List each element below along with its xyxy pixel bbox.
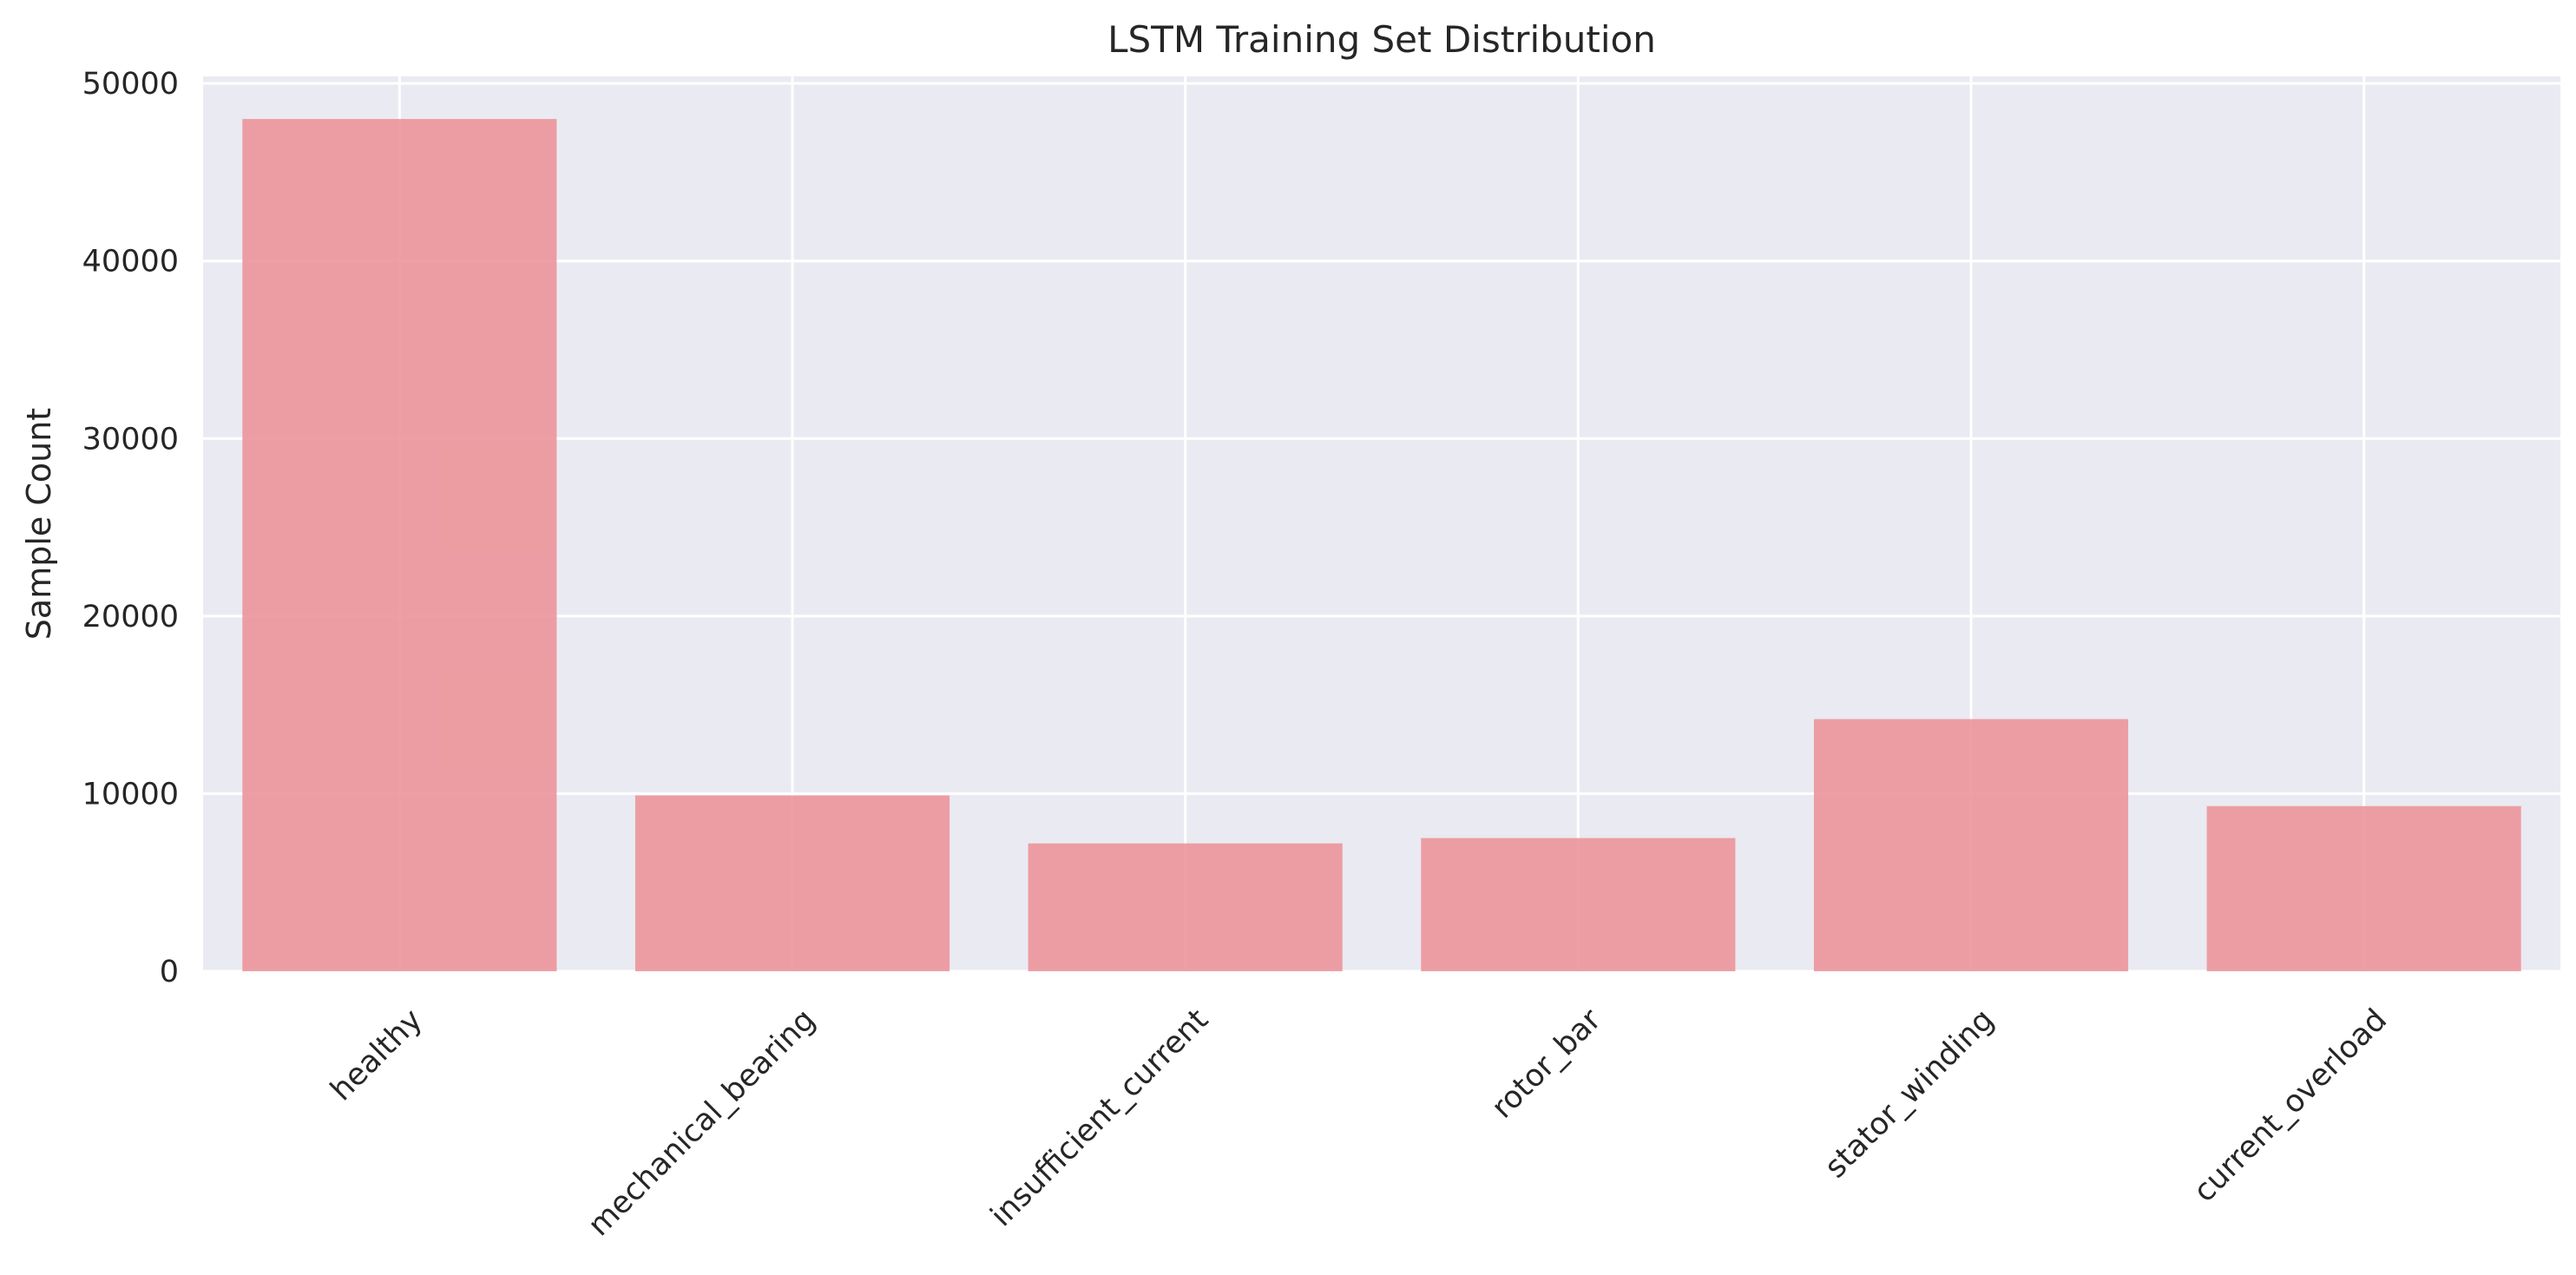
x-tick-label: stator_winding [1818, 1002, 2001, 1185]
y-tick-label: 10000 [82, 777, 179, 812]
x-tick-label: current_overload [2187, 1002, 2394, 1209]
bar-stator-winding [1813, 719, 2129, 971]
y-tick-label: 20000 [82, 600, 179, 634]
x-tick-label: healthy [324, 1002, 429, 1107]
y-tick-labels: 0 10000 20000 30000 40000 50000 [82, 67, 179, 989]
bar-current-overload [2206, 805, 2521, 971]
x-tick-label: mechanical_bearing [582, 1002, 822, 1243]
x-tick-labels: healthy mechanical_bearing insufficient_cu… [324, 1002, 2394, 1244]
y-gridlines [203, 82, 2560, 973]
y-tick-label: 30000 [82, 422, 179, 457]
bar-healthy [242, 119, 557, 972]
y-axis-label: Sample Count [20, 408, 58, 640]
x-tick-label: insufficient_current [984, 1002, 1215, 1233]
bar-insufficient-current [1028, 843, 1343, 971]
y-tick-label: 40000 [82, 245, 179, 279]
bars [242, 119, 2521, 972]
bar-rotor-bar [1421, 838, 1736, 971]
bar-mechanical-bearing [634, 795, 950, 971]
x-tick-label: rotor_bar [1485, 1002, 1608, 1126]
y-tick-label: 0 [160, 955, 179, 989]
chart-title: LSTM Training Set Distribution [1107, 18, 1656, 61]
plot-area [203, 76, 2560, 971]
y-tick-label: 50000 [82, 67, 179, 102]
